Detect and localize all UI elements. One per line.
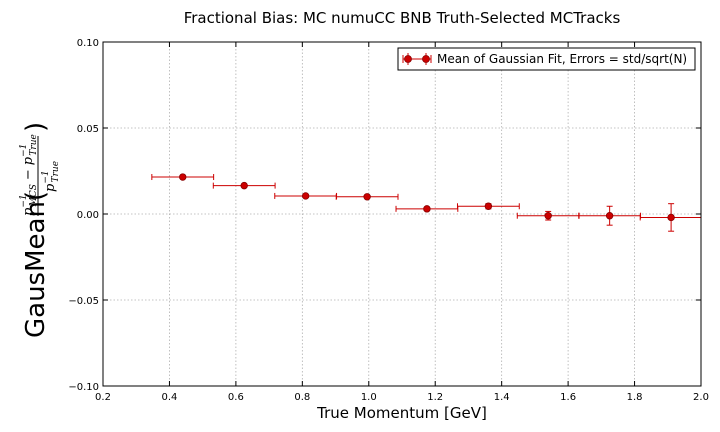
y-axis-label-prefix: GausMean( (21, 191, 51, 338)
legend: Mean of Gaussian Fit, Errors = std/sqrt(… (397, 47, 696, 71)
x-tick-label: 1.0 (361, 392, 377, 403)
y-axis-label: GausMean( p−1MCS−p−1True p−1True ) (19, 122, 61, 338)
x-tick-labels: 0.2 0.4 0.6 0.8 1.0 1.2 1.4 1.6 1.8 2.0 (95, 392, 709, 403)
y-axis-label-suffix: ) (21, 122, 51, 132)
data-point (212, 181, 276, 190)
data-marker (484, 202, 493, 210)
y-tick-label: 0.10 (77, 38, 99, 49)
data-marker (544, 212, 552, 220)
x-tick-label: 2.0 (693, 392, 709, 403)
data-marker (301, 192, 310, 200)
x-tick-label: 1.2 (427, 392, 443, 403)
y-tick-label: −0.10 (68, 382, 99, 393)
data-marker (423, 205, 431, 213)
data-point (578, 205, 642, 226)
data-marker (667, 213, 675, 222)
data-marker (240, 181, 248, 190)
data-point (151, 173, 215, 181)
data-marker (179, 173, 187, 181)
x-tick-label: 1.6 (560, 392, 576, 403)
plot-frame (102, 41, 702, 387)
y-tick-labels: −0.10 −0.05 0.00 0.05 0.10 (68, 38, 99, 393)
x-axis-label: True Momentum [GeV] (316, 404, 487, 422)
x-tick-label: 0.6 (228, 392, 244, 403)
y-axis-label-denominator: p−1True (41, 161, 61, 192)
data-point (456, 202, 520, 210)
data-point (395, 205, 459, 213)
y-axis-label-numerator: p−1MCS−p−1True (19, 134, 39, 216)
legend-marker (402, 53, 432, 65)
legend-label: Mean of Gaussian Fit, Errors = std/sqrt(… (437, 52, 687, 66)
y-tick-label: −0.05 (68, 296, 99, 307)
chart-title: Fractional Bias: MC numuCC BNB Truth-Sel… (184, 9, 621, 27)
legend-box (397, 47, 696, 71)
y-tick-label: 0.00 (77, 210, 99, 221)
data-marker (363, 193, 371, 201)
x-tick-label: 1.8 (627, 392, 643, 403)
data-point (274, 192, 338, 200)
x-tick-label: 1.4 (494, 392, 510, 403)
x-tick-label: 0.8 (294, 392, 310, 403)
x-tick-label: 0.4 (161, 392, 177, 403)
y-tick-label: 0.05 (77, 124, 99, 135)
gridlines (103, 42, 701, 386)
data-point (335, 193, 399, 201)
x-tick-label: 0.2 (95, 392, 111, 403)
data-marker (605, 212, 614, 220)
